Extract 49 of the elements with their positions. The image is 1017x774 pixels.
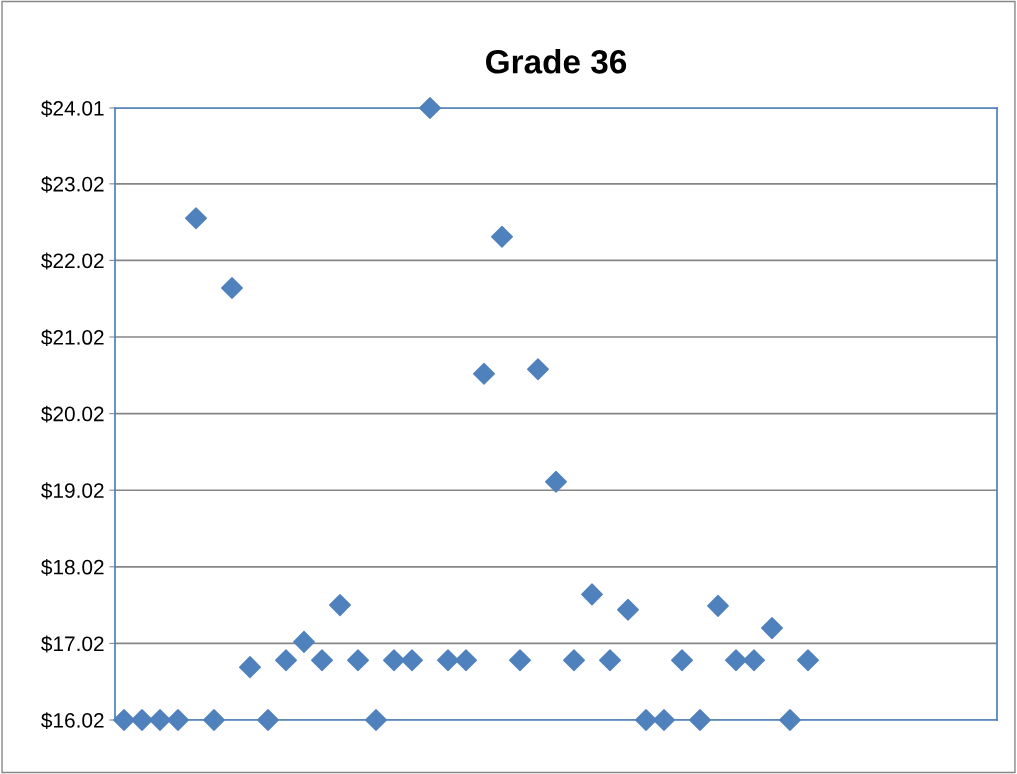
point xyxy=(221,277,243,299)
point xyxy=(293,630,315,653)
y-tick-label: $17.02 xyxy=(41,635,104,653)
point xyxy=(365,709,387,731)
point xyxy=(761,617,783,640)
point xyxy=(437,649,459,672)
point xyxy=(239,656,261,679)
point xyxy=(581,583,603,606)
chart-title: Grade 36 xyxy=(486,49,627,74)
point xyxy=(275,649,297,672)
y-tick-label: $24.01 xyxy=(41,100,104,117)
point xyxy=(527,358,549,381)
point xyxy=(401,649,423,672)
point xyxy=(509,649,531,672)
point xyxy=(653,709,675,731)
point xyxy=(563,649,585,672)
point xyxy=(311,649,333,672)
point xyxy=(779,709,801,731)
point xyxy=(473,362,495,385)
y-tick-label: $18.02 xyxy=(41,558,104,576)
point xyxy=(671,649,693,672)
point xyxy=(149,709,171,731)
y-tick-label: $21.02 xyxy=(41,329,104,347)
point xyxy=(257,709,279,731)
point xyxy=(203,709,225,731)
y-tick-label: $20.02 xyxy=(41,405,104,423)
point xyxy=(725,649,747,672)
point xyxy=(329,594,351,617)
point xyxy=(599,649,621,672)
point xyxy=(635,709,657,731)
point xyxy=(455,649,477,672)
point xyxy=(707,594,729,617)
y-tick-label: $16.02 xyxy=(41,712,104,729)
point xyxy=(617,598,639,621)
point xyxy=(689,709,711,731)
point xyxy=(185,207,207,230)
point xyxy=(347,649,369,672)
point xyxy=(491,225,513,248)
point xyxy=(167,709,189,731)
point xyxy=(113,709,135,731)
point xyxy=(383,649,405,672)
point xyxy=(545,470,567,493)
point xyxy=(797,649,819,672)
y-tick-label: $23.02 xyxy=(41,175,104,193)
point xyxy=(743,649,765,672)
y-tick-label: $22.02 xyxy=(41,252,104,270)
y-tick-label: $19.02 xyxy=(41,482,104,500)
point xyxy=(131,709,153,731)
point xyxy=(419,97,441,119)
